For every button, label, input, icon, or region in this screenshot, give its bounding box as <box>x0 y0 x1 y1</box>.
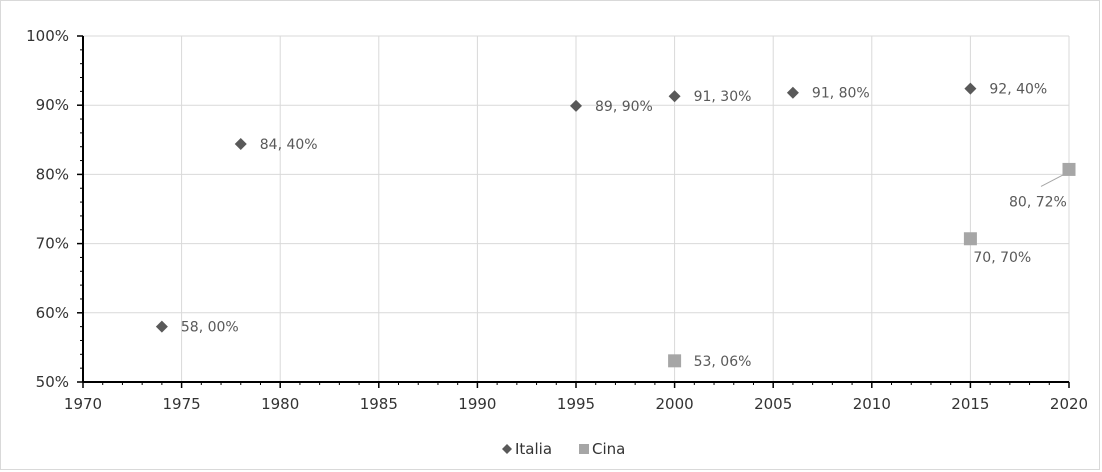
data-label: 58, 00% <box>181 320 239 336</box>
x-tick-label: 2015 <box>951 395 989 413</box>
data-label: 84, 40% <box>260 137 318 153</box>
italia-point <box>155 320 168 333</box>
x-tick-label: 1970 <box>64 395 102 413</box>
x-tick-label: 1975 <box>163 395 201 413</box>
x-tick-label: 1995 <box>557 395 595 413</box>
x-tick-label: 2000 <box>656 395 694 413</box>
data-label: 91, 30% <box>694 89 752 105</box>
y-tick-label: 90% <box>36 96 69 114</box>
italia-point <box>234 137 247 150</box>
data-label: 70, 70% <box>973 250 1031 266</box>
legend-label: Italia <box>515 440 552 458</box>
leader-line <box>1040 173 1065 187</box>
legend-square-icon <box>579 444 589 454</box>
italia-point <box>668 90 681 103</box>
data-label: 92, 40% <box>989 82 1047 98</box>
y-tick-label: 70% <box>36 235 69 253</box>
data-label: 80, 72% <box>1009 194 1067 210</box>
cina-point <box>1062 162 1076 176</box>
x-tick-label: 2020 <box>1050 395 1088 413</box>
x-tick-label: 2005 <box>754 395 792 413</box>
legend-label: Cina <box>592 440 625 458</box>
legend-diamond-icon <box>502 444 512 454</box>
y-tick-label: 100% <box>26 27 69 45</box>
x-tick-label: 2010 <box>853 395 891 413</box>
x-tick-label: 1990 <box>458 395 496 413</box>
italia-point <box>786 86 799 99</box>
y-tick-label: 60% <box>36 304 69 322</box>
x-tick-label: 1985 <box>360 395 398 413</box>
cina-point <box>668 354 682 368</box>
y-tick-label: 80% <box>36 165 69 183</box>
data-label: 53, 06% <box>694 354 752 370</box>
italia-point <box>964 82 977 95</box>
italia-point <box>570 99 582 112</box>
x-tick-label: 1980 <box>261 395 299 413</box>
y-tick-label: 50% <box>36 373 69 391</box>
cina-point <box>963 232 977 246</box>
data-label: 89, 90% <box>595 99 653 115</box>
data-label: 91, 80% <box>812 86 870 102</box>
